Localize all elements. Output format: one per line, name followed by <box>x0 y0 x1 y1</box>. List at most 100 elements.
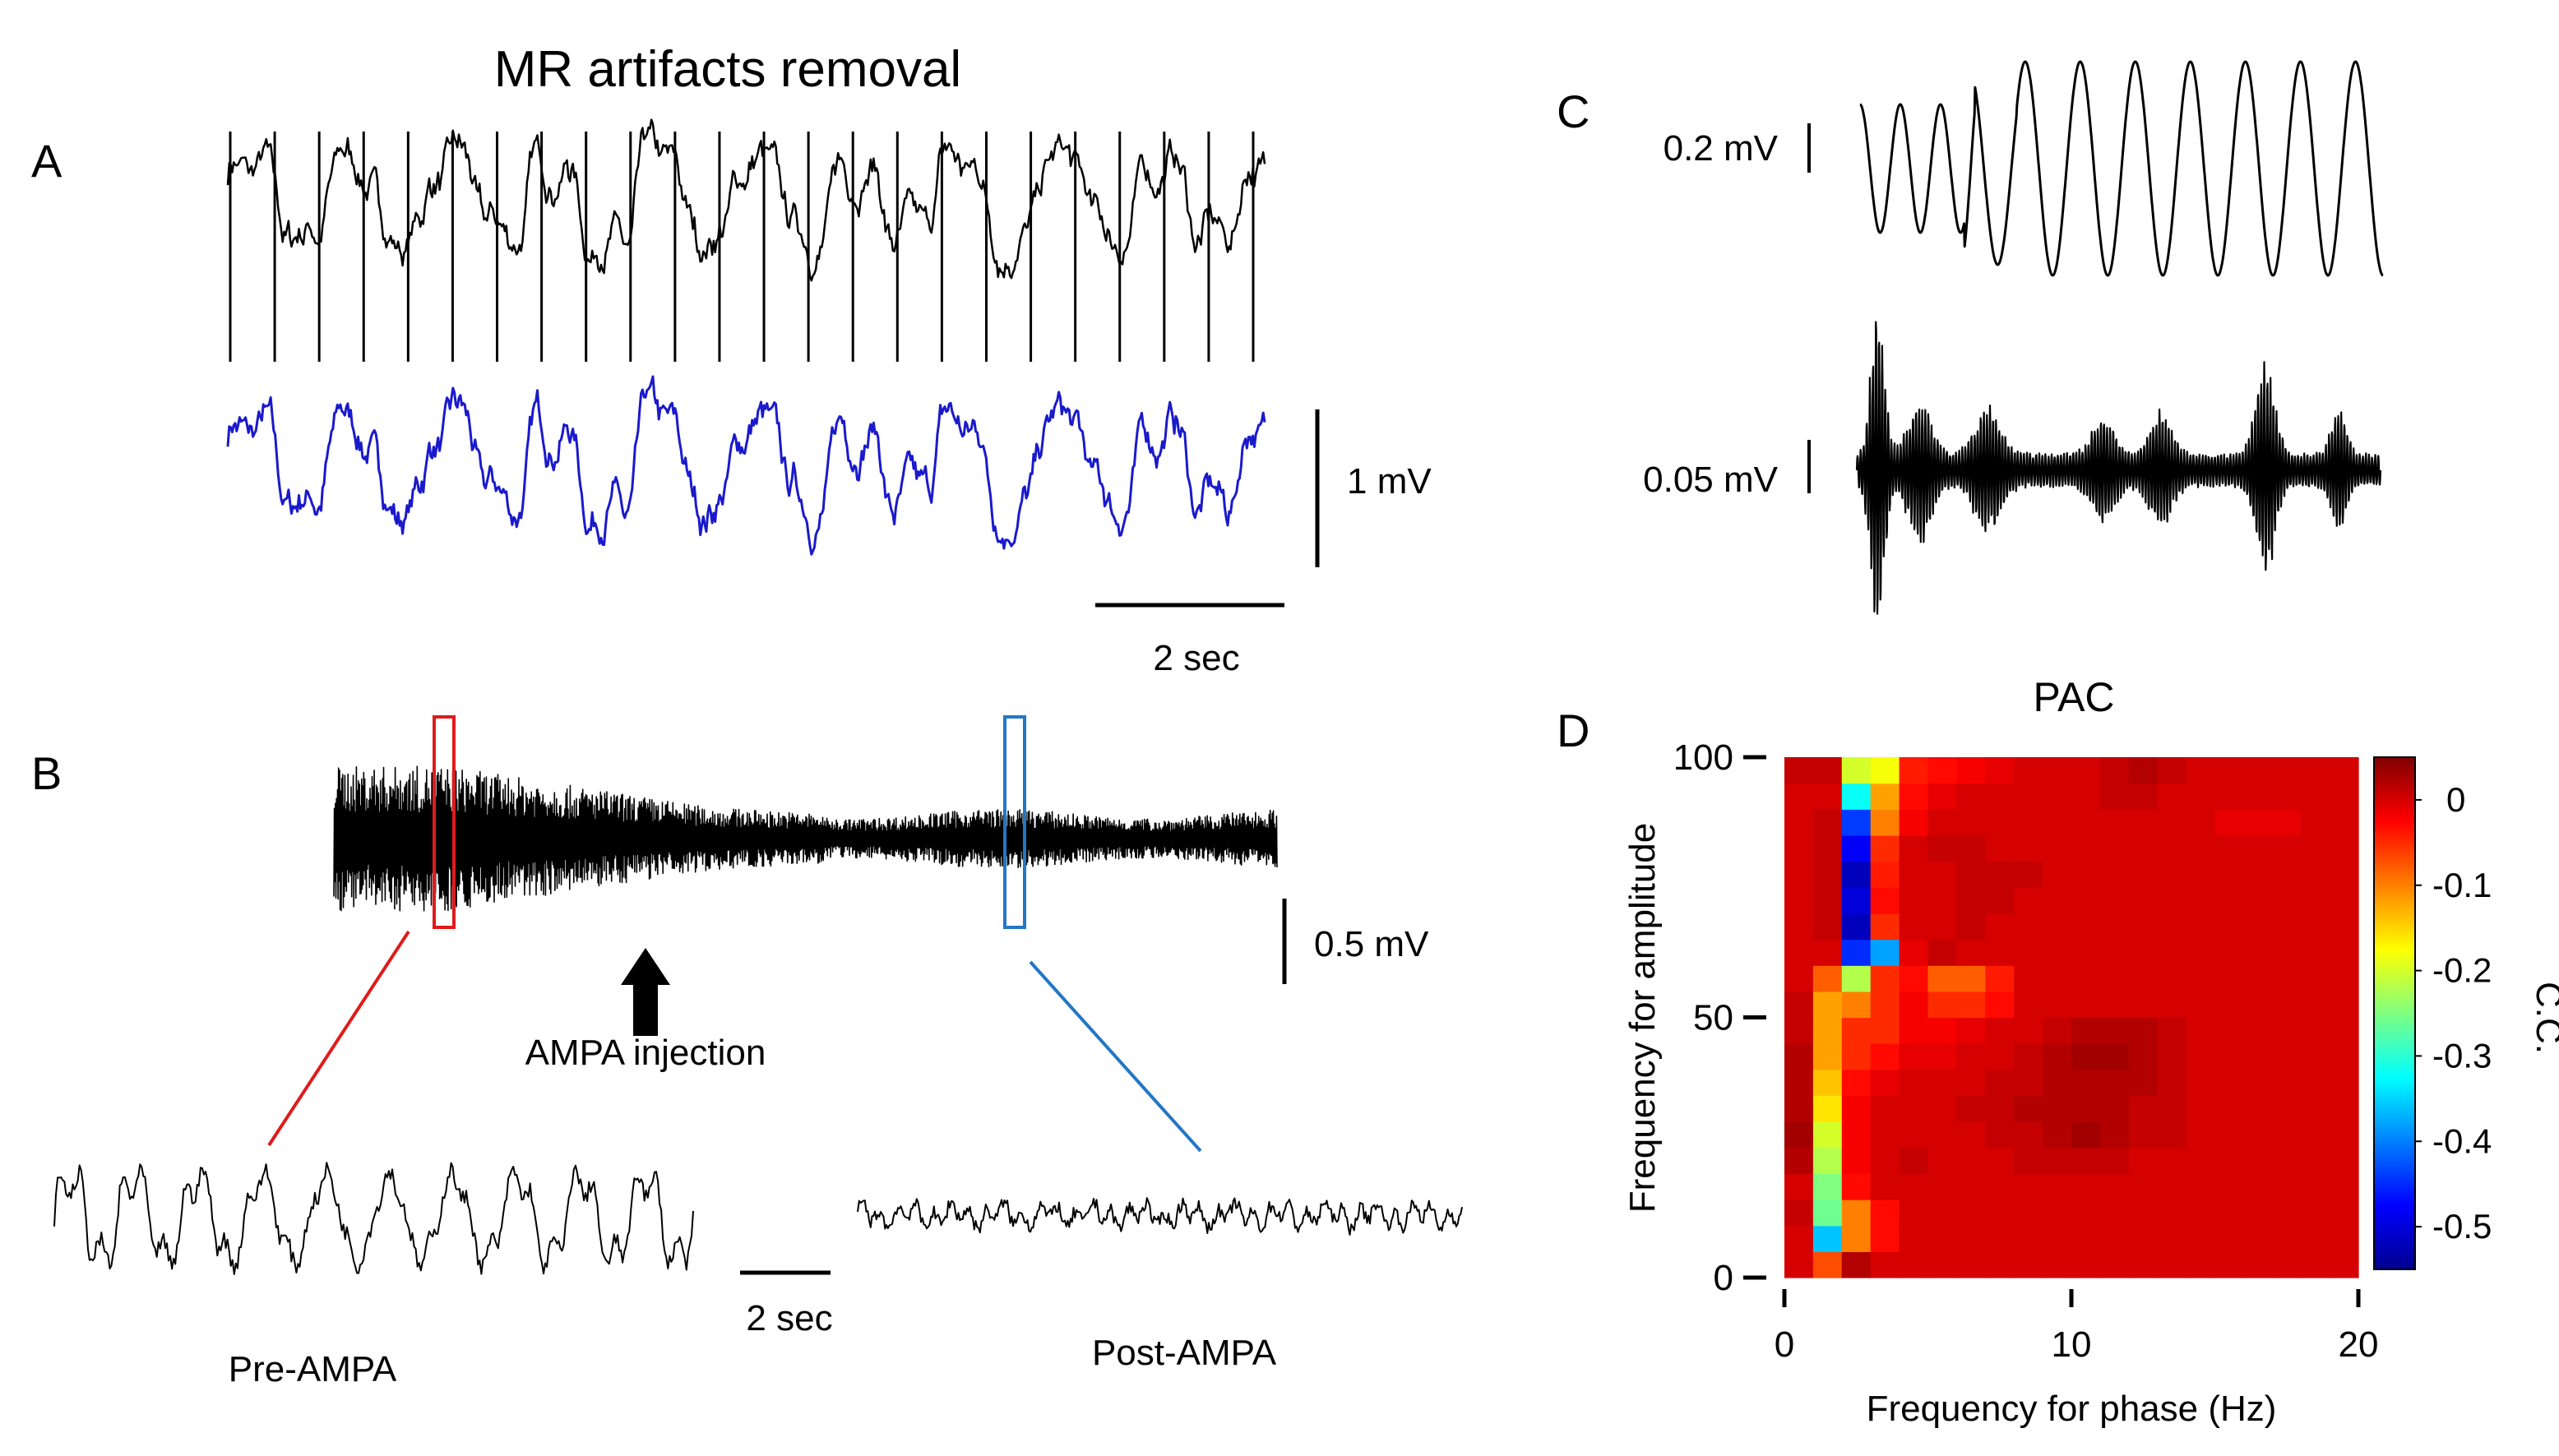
heatmap-cell <box>1985 939 2015 966</box>
fast-oscillation-line <box>1855 321 2382 615</box>
heatmap-cell <box>2272 1095 2302 1122</box>
heatmap-cell <box>2043 991 2072 1019</box>
heatmap-cell <box>2272 939 2302 966</box>
heatmap-cell <box>1927 1199 1957 1227</box>
heatmap-cell <box>2043 757 2072 784</box>
heatmap-cell <box>1841 1095 1872 1122</box>
panel-letter-b: B <box>31 747 62 799</box>
heatmap-cell <box>2330 809 2359 836</box>
heatmap-cell <box>2243 1173 2273 1200</box>
heatmap-cell <box>2186 1017 2216 1044</box>
heatmap-cell <box>1870 1199 1900 1227</box>
heatmap-cell <box>2043 1095 2072 1122</box>
heatmap-cell <box>2214 861 2244 888</box>
heatmap-cell <box>1812 1095 1843 1122</box>
panel-b-post-connector <box>1029 960 1202 1153</box>
heatmap-cell <box>1899 783 1929 810</box>
heatmap-cell <box>2186 783 2216 810</box>
heatmap-cell <box>2243 939 2273 966</box>
heatmap-cell <box>1899 757 1929 784</box>
post-ampa-label: Post-AMPA <box>1092 1333 1277 1373</box>
heatmap-cell <box>2128 1147 2159 1174</box>
heatmap-cell <box>1812 887 1843 914</box>
heatmap-cell <box>2043 1043 2072 1070</box>
heatmap-cell <box>2071 783 2101 810</box>
heatmap-cell <box>2330 1173 2359 1200</box>
heatmap-cell <box>1899 1121 1929 1149</box>
heatmap-cell <box>2099 834 2130 862</box>
heatmap-cell <box>1927 783 1957 810</box>
heatmap-cell <box>2186 913 2216 941</box>
heatmap-cell <box>1985 1199 2015 1227</box>
heatmap-cell <box>1841 834 1872 862</box>
heatmap-cell <box>1812 1147 1843 1174</box>
heatmap-cell <box>1784 1069 1814 1097</box>
heatmap-cell <box>1985 809 2015 836</box>
heatmap-cell <box>1899 1225 1929 1252</box>
heatmap-cell <box>1870 1043 1900 1070</box>
heatmap-cell <box>1870 991 1900 1019</box>
heatmap-cell <box>2330 1199 2359 1227</box>
ampa-injection-arrow <box>621 948 670 1036</box>
heatmap-cell <box>1927 1043 1957 1070</box>
heatmap-cell <box>2128 1199 2159 1227</box>
heatmap-cell <box>1812 1173 1843 1200</box>
heatmap-cell <box>2099 1173 2130 1200</box>
heatmap-cell <box>1985 1225 2015 1252</box>
heatmap-cell <box>1870 939 1900 966</box>
heatmap-cell <box>2330 1017 2359 1044</box>
heatmap-cell <box>2330 887 2359 914</box>
heatmap-cell <box>2043 1147 2072 1174</box>
heatmap-cell <box>2128 1251 2159 1278</box>
heatmap-cell <box>2301 861 2330 888</box>
heatmap-cell <box>2243 1069 2273 1097</box>
y-tick-label: 50 <box>1693 998 1733 1038</box>
heatmap-cell <box>2128 834 2159 862</box>
heatmap-cell <box>2071 809 2101 836</box>
heatmap-cell <box>2186 1199 2216 1227</box>
heatmap-cell <box>2330 1121 2359 1149</box>
heatmap-cell <box>2099 1251 2130 1278</box>
heatmap-cell <box>2128 1121 2159 1149</box>
heatmap-cell <box>2243 1147 2273 1174</box>
heatmap-cell <box>2157 783 2187 810</box>
heatmap-cell <box>2099 757 2130 784</box>
heatmap-cell <box>2330 834 2359 862</box>
heatmap-cell <box>1841 861 1872 888</box>
heatmap-cell <box>2071 1095 2101 1122</box>
panel-a-raw-trace <box>226 118 1266 282</box>
heatmap-cell <box>1841 809 1872 836</box>
heatmap-cell <box>2071 861 2101 888</box>
heatmap-cell <box>1784 861 1814 888</box>
heatmap-cell <box>1956 1121 1986 1149</box>
heatmap-cell <box>1956 1173 1986 1200</box>
heatmap-x-axis: 0 10 20 <box>1775 1289 2378 1365</box>
heatmap-cell <box>2301 1251 2330 1278</box>
heatmap-cell <box>2272 1173 2302 1200</box>
ampa-injection-label: AMPA injection <box>525 1033 766 1073</box>
heatmap-cell <box>1784 757 1814 784</box>
heatmap-cell <box>2071 1173 2101 1200</box>
heatmap-cell <box>2043 1173 2072 1200</box>
heatmap-cell <box>2301 1121 2330 1149</box>
heatmap-cell <box>2043 939 2072 966</box>
heatmap-cell <box>2157 991 2187 1019</box>
heatmap-cell <box>1812 991 1843 1019</box>
heatmap-cell <box>1899 1043 1929 1070</box>
heatmap-cell <box>2243 757 2273 784</box>
heatmap-cell <box>2014 991 2043 1019</box>
heatmap-cell <box>2014 913 2043 941</box>
heatmap-cell <box>1870 1225 1900 1252</box>
heatmap-cell <box>2128 965 2159 992</box>
heatmap-cell <box>1870 1017 1900 1044</box>
heatmap-cell <box>2157 1199 2187 1227</box>
heatmap-cell <box>1985 1043 2015 1070</box>
heatmap-cell <box>1899 1147 1929 1174</box>
heatmap-cell <box>1784 965 1814 992</box>
heatmap-cell <box>2071 1043 2101 1070</box>
heatmap-cell <box>1927 757 1957 784</box>
heatmap-cell <box>2043 1199 2072 1227</box>
heatmap-cell <box>1784 1121 1814 1149</box>
heatmap-cell <box>2301 1043 2330 1070</box>
heatmap-cell <box>2128 1095 2159 1122</box>
